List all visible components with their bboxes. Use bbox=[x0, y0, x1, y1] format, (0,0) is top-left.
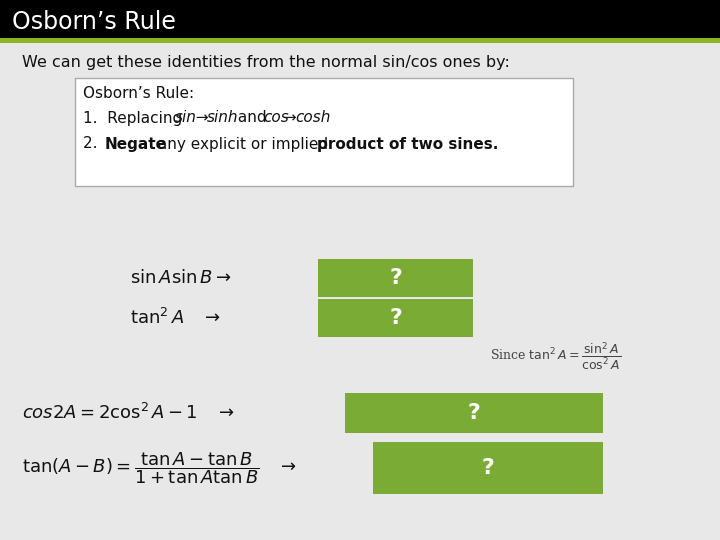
Text: 2.: 2. bbox=[83, 137, 107, 152]
Text: product of two sines.: product of two sines. bbox=[317, 137, 498, 152]
Text: sin: sin bbox=[175, 111, 197, 125]
FancyBboxPatch shape bbox=[75, 78, 573, 186]
Text: $\sin A \sin B \rightarrow$: $\sin A \sin B \rightarrow$ bbox=[130, 269, 232, 287]
Text: Osborn’s Rule: Osborn’s Rule bbox=[12, 10, 176, 34]
Text: $\tan(A - B) = \dfrac{\tan A - \tan B}{1 + \tan A \tan B} \quad \rightarrow$: $\tan(A - B) = \dfrac{\tan A - \tan B}{1… bbox=[22, 450, 297, 486]
Text: $cos2A = 2\cos^2 A - 1 \quad \rightarrow$: $cos2A = 2\cos^2 A - 1 \quad \rightarrow… bbox=[22, 403, 235, 423]
Text: Osborn’s Rule:: Osborn’s Rule: bbox=[83, 86, 194, 102]
Text: ?: ? bbox=[467, 403, 480, 423]
Text: ?: ? bbox=[482, 458, 495, 478]
Bar bbox=[345, 393, 603, 433]
Text: cos: cos bbox=[263, 111, 289, 125]
Text: →: → bbox=[191, 111, 214, 125]
Text: $\tan^2 A \quad \rightarrow$: $\tan^2 A \quad \rightarrow$ bbox=[130, 308, 220, 328]
Text: Since $\tan^2 A = \dfrac{\sin^2 A}{\cos^2 A}$: Since $\tan^2 A = \dfrac{\sin^2 A}{\cos^… bbox=[490, 340, 621, 372]
Bar bbox=[373, 442, 603, 494]
Text: Negate: Negate bbox=[105, 137, 167, 152]
Text: and: and bbox=[233, 111, 271, 125]
Text: sinh: sinh bbox=[207, 111, 238, 125]
Text: We can get these identities from the normal sin/cos ones by:: We can get these identities from the nor… bbox=[22, 55, 510, 70]
Text: cosh: cosh bbox=[295, 111, 330, 125]
Text: any explicit or implied: any explicit or implied bbox=[153, 137, 333, 152]
Text: ?: ? bbox=[389, 308, 402, 328]
Text: 1.  Replacing: 1. Replacing bbox=[83, 111, 187, 125]
Text: →: → bbox=[279, 111, 302, 125]
Bar bbox=[0, 0, 720, 38]
Bar bbox=[318, 299, 473, 337]
Bar bbox=[0, 38, 720, 43]
Bar bbox=[318, 259, 473, 297]
Text: ?: ? bbox=[389, 268, 402, 288]
